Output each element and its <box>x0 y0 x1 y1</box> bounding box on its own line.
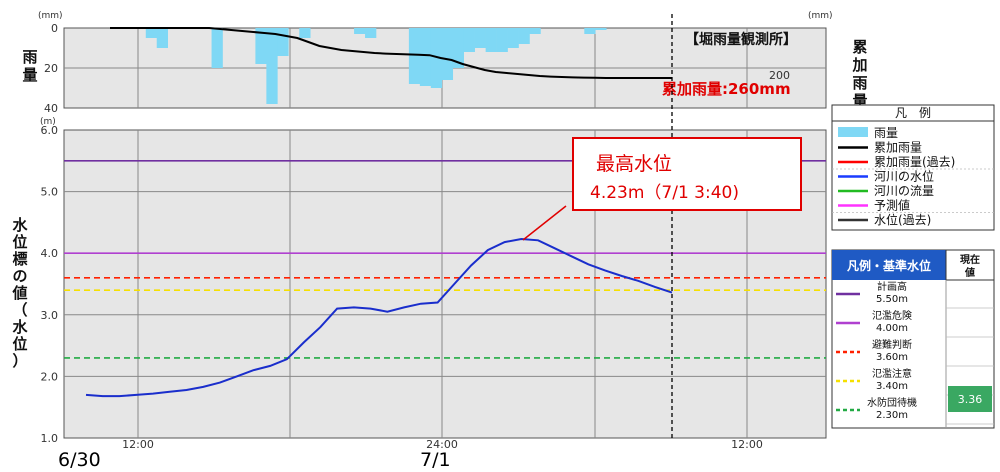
current-value: 3.36 <box>958 393 983 406</box>
peak-callout-pointer <box>522 205 567 241</box>
legend-box <box>831 104 995 231</box>
level-ylabel-char: ） <box>12 352 27 370</box>
level-ylabel-char: の <box>12 267 27 285</box>
rain-ylabel-char: 量 <box>22 66 37 84</box>
rain-y2-tick: 200 <box>769 69 790 82</box>
legend-swatch <box>838 127 868 137</box>
level-y-tick: 3.0 <box>41 309 59 322</box>
rain-bar <box>463 28 475 52</box>
legend-item-label: 累加雨量 <box>874 141 922 155</box>
peak-value: 4.23m（7/1 3:40) <box>590 183 739 203</box>
current-value-header-2: 値 <box>964 266 975 279</box>
rain-bar <box>496 28 508 52</box>
ref-row-label: 水防団待機 <box>867 396 917 409</box>
rain-bar <box>584 28 596 34</box>
rain-bar <box>507 28 519 48</box>
legend-item-label: 水位(過去) <box>874 212 931 227</box>
date-label-0701: 7/1 <box>420 449 451 471</box>
peak-title: 最高水位 <box>596 153 672 175</box>
rain-unit-right: (mm) <box>808 11 833 21</box>
cum-ylabel-char: 雨 <box>852 74 867 92</box>
rain-bar <box>595 28 607 30</box>
level-y-tick: 6.0 <box>41 124 59 137</box>
current-value-header: 現在 <box>960 253 980 266</box>
rain-bar <box>145 28 158 38</box>
rain-bar <box>430 28 443 88</box>
level-y-tick: 4.0 <box>41 247 59 260</box>
rain-bar <box>354 28 366 34</box>
level-ylabel-char: 値 <box>11 284 27 302</box>
level-y-tick: 5.0 <box>41 186 59 199</box>
rain-bar <box>156 28 169 48</box>
ref-row-label: 避難判断 <box>872 338 912 351</box>
rain-bar <box>255 28 267 64</box>
cum-ylabel-char: 加 <box>851 56 867 74</box>
rain-bar <box>529 28 541 34</box>
rain-bar <box>452 28 465 68</box>
legend-item-label: 累加雨量(過去) <box>874 155 955 169</box>
legend-item-label: 雨量 <box>874 126 898 140</box>
water-level-panel: (m) 1.0 2.0 3.0 4.0 5.0 6.0 12:00 24:00 12:00 6… <box>11 14 827 471</box>
cum-ylabel-char: 累 <box>852 38 867 56</box>
rain-y-tick: 40 <box>44 102 58 115</box>
level-ylabel-char: （ <box>12 301 27 319</box>
rain-bar <box>485 28 497 52</box>
date-label-0630: 6/30 <box>58 449 101 471</box>
ref-row-value: 5.50m <box>876 294 908 305</box>
water-level-line <box>85 237 673 398</box>
rain-bar <box>419 28 432 86</box>
ref-row-value: 4.00m <box>876 323 908 334</box>
level-ylabel-char: 位 <box>12 335 27 353</box>
rain-bar <box>266 28 278 104</box>
legend-item-label: 河川の水位 <box>874 169 934 184</box>
level-ylabel-char: 水 <box>12 318 28 336</box>
rain-unit-left: (mm) <box>38 11 63 21</box>
peak-callout-box <box>572 137 802 211</box>
legend-item-label: 予測値 <box>874 198 910 213</box>
rain-bar <box>211 28 223 68</box>
rain-bar <box>365 28 377 38</box>
ref-row-label: 氾濫注意 <box>872 367 912 380</box>
rain-bar <box>277 28 289 56</box>
level-x-tick: 12:00 <box>122 438 154 451</box>
rain-y-tick: 20 <box>44 62 58 75</box>
current-value-cell <box>948 386 992 412</box>
level-y-tick: 1.0 <box>41 432 59 445</box>
ref-table-header: 凡例・基準水位 <box>847 258 931 273</box>
ref-row-value: 2.30m <box>876 410 908 421</box>
level-ylabel-char: 標 <box>12 250 27 268</box>
ref-table-header-bg <box>832 250 946 280</box>
level-ylabel-char: 水 <box>12 216 28 234</box>
rain-bar <box>518 28 530 44</box>
ref-row-value: 3.60m <box>876 352 908 363</box>
legend-title: 凡 例 <box>895 106 931 120</box>
rain-y-tick: 0 <box>51 22 58 35</box>
level-x-tick: 12:00 <box>731 438 763 451</box>
rain-bar <box>408 28 421 84</box>
rain-bar <box>299 28 311 38</box>
cumulative-rain-total: 累加雨量:260mm <box>662 80 791 98</box>
level-unit: (m) <box>40 117 56 127</box>
level-ylabel-char: 位 <box>12 233 27 251</box>
ref-row-label: 計画高 <box>877 280 907 293</box>
rain-bar <box>474 28 486 48</box>
ref-row-label: 氾濫危険 <box>872 309 912 322</box>
level-x-tick: 24:00 <box>426 438 458 451</box>
legend-item-label: 河川の流量 <box>874 184 934 198</box>
station-name: 【堀雨量観測所】 <box>685 31 797 48</box>
rain-bar <box>441 28 454 80</box>
rain-ylabel-char: 雨 <box>22 48 37 66</box>
cumulative-rain-line <box>110 27 672 79</box>
level-y-tick: 2.0 <box>41 370 59 383</box>
ref-row-value: 3.40m <box>876 381 908 392</box>
